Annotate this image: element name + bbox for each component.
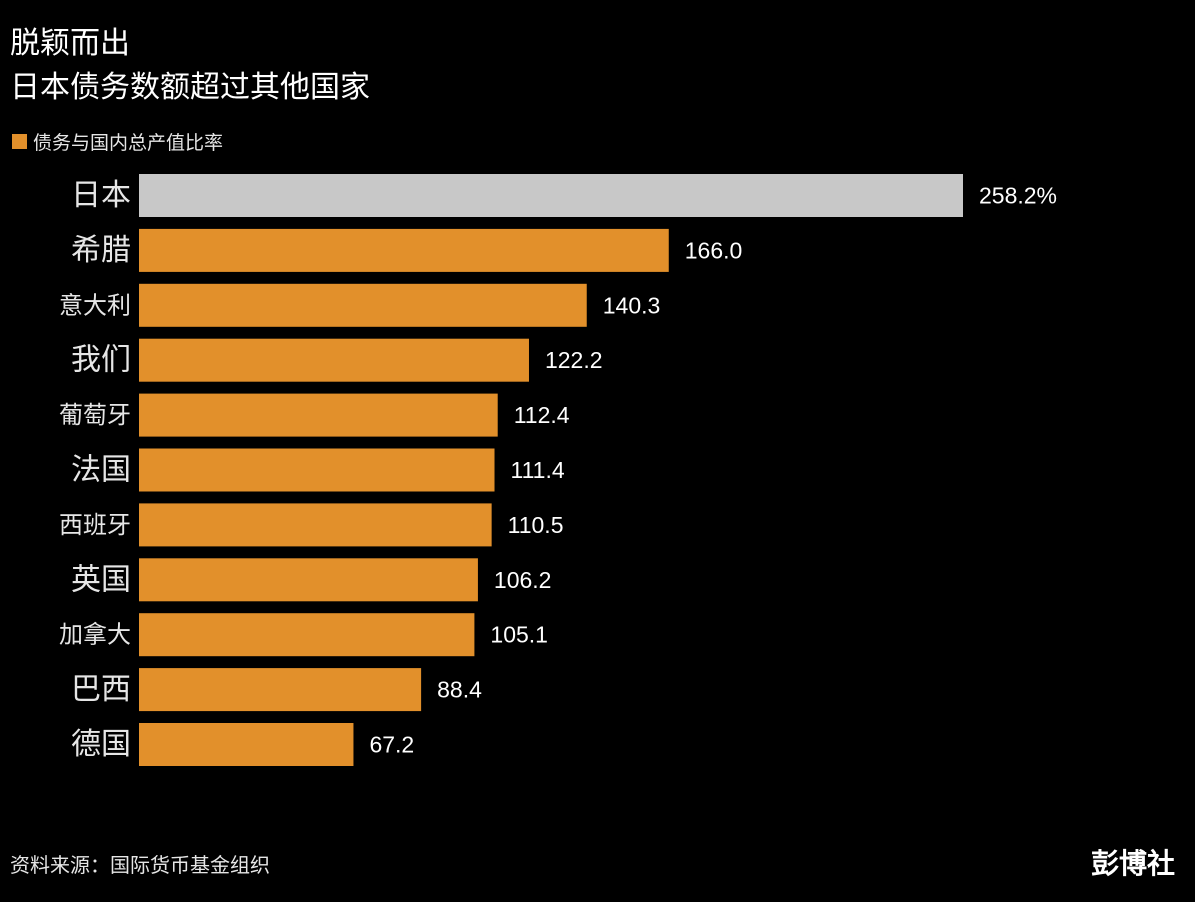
value-label-3: 122.2 bbox=[545, 347, 603, 373]
value-label-0: 258.2% bbox=[979, 183, 1057, 209]
chart-subtitle: 日本债务数额超过其他国家 bbox=[10, 70, 370, 105]
category-label-8: 加拿大 bbox=[59, 621, 131, 649]
bar-4 bbox=[139, 393, 498, 437]
category-label-9: 巴西 bbox=[71, 672, 131, 707]
category-label-5: 法国 bbox=[71, 453, 131, 488]
chart-title: 脱颖而出 bbox=[10, 26, 130, 61]
category-label-1: 希腊 bbox=[71, 233, 131, 268]
bar-10 bbox=[139, 723, 354, 766]
legend: 债务与国内总产值比率 bbox=[12, 129, 224, 154]
bar-5 bbox=[139, 448, 495, 492]
bar-2 bbox=[139, 283, 587, 327]
category-label-2: 意大利 bbox=[59, 291, 131, 319]
bar-3 bbox=[139, 338, 529, 382]
value-label-1: 166.0 bbox=[685, 237, 743, 263]
category-label-6: 西班牙 bbox=[59, 511, 131, 539]
bar-9 bbox=[139, 668, 422, 712]
category-label-0: 日本 bbox=[71, 178, 131, 213]
legend-label: 债务与国内总产值比率 bbox=[33, 131, 224, 154]
bar-1 bbox=[139, 228, 669, 272]
category-label-7: 英国 bbox=[71, 562, 131, 597]
value-label-2: 140.3 bbox=[603, 292, 661, 318]
value-label-8: 105.1 bbox=[490, 622, 548, 648]
value-label-9: 88.4 bbox=[437, 677, 482, 703]
category-label-4: 葡萄牙 bbox=[59, 401, 131, 429]
bar-0 bbox=[139, 174, 963, 217]
value-label-5: 111.4 bbox=[511, 457, 565, 483]
value-label-6: 110.5 bbox=[508, 512, 564, 538]
bar-8 bbox=[139, 613, 475, 657]
category-label-3: 我们 bbox=[71, 343, 131, 378]
bar-7 bbox=[139, 558, 478, 602]
bar-chart: 日本 258.2% 希腊 166.0 意大利 140.3 我们 122.2 葡萄牙 112.4 法国… bbox=[59, 174, 1057, 766]
value-label-10: 67.2 bbox=[369, 732, 414, 758]
value-label-4: 112.4 bbox=[514, 402, 570, 428]
bar-6 bbox=[139, 503, 492, 547]
category-label-10: 德国 bbox=[71, 727, 131, 762]
value-label-7: 106.2 bbox=[494, 567, 552, 593]
source-note: 资料来源：国际货币基金组织 bbox=[10, 853, 270, 877]
publisher-logo: 彭博社 bbox=[1090, 847, 1175, 880]
legend-swatch bbox=[12, 133, 27, 149]
